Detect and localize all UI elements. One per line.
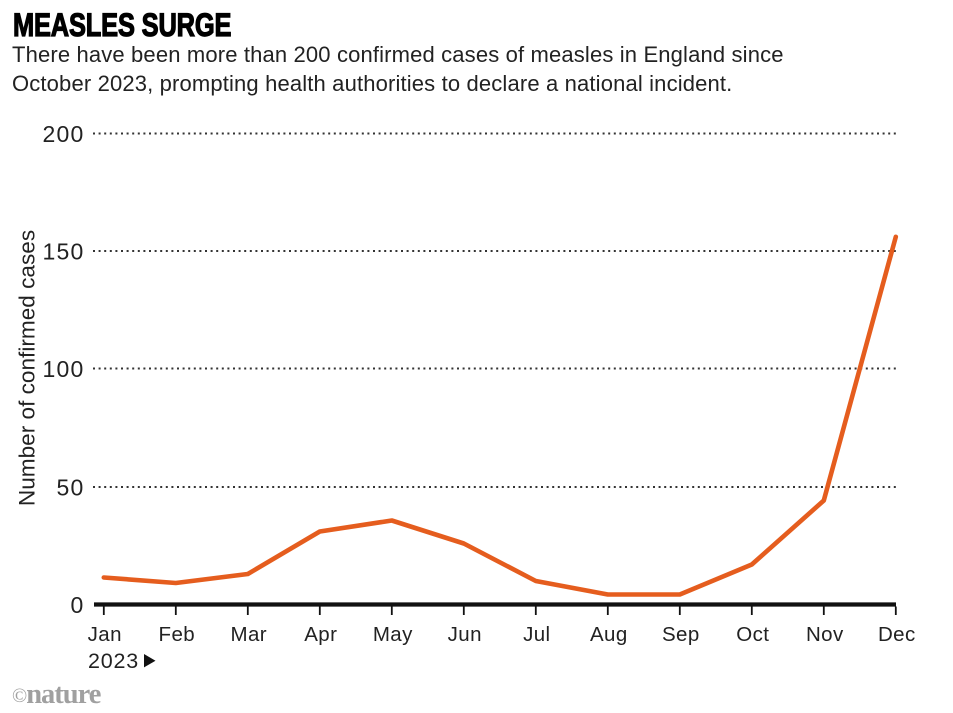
- svg-text:150: 150: [43, 238, 85, 264]
- svg-text:Jan: Jan: [88, 623, 122, 646]
- svg-text:Nov: Nov: [806, 623, 844, 646]
- svg-text:50: 50: [57, 474, 85, 500]
- svg-text:Jul: Jul: [523, 623, 550, 646]
- svg-text:2023: 2023: [88, 649, 139, 673]
- svg-text:0: 0: [71, 592, 85, 618]
- svg-text:100: 100: [43, 356, 85, 382]
- svg-text:Number of confirmed cases: Number of confirmed cases: [15, 230, 40, 506]
- svg-text:Oct: Oct: [736, 623, 769, 646]
- svg-text:Apr: Apr: [304, 623, 337, 646]
- svg-text:Sep: Sep: [662, 623, 700, 646]
- svg-text:Feb: Feb: [159, 623, 196, 646]
- svg-text:May: May: [373, 623, 413, 646]
- svg-text:Mar: Mar: [231, 623, 268, 646]
- svg-text:Dec: Dec: [878, 623, 916, 646]
- svg-text:200: 200: [43, 121, 85, 147]
- svg-text:Jun: Jun: [448, 623, 482, 646]
- svg-text:Aug: Aug: [590, 623, 628, 646]
